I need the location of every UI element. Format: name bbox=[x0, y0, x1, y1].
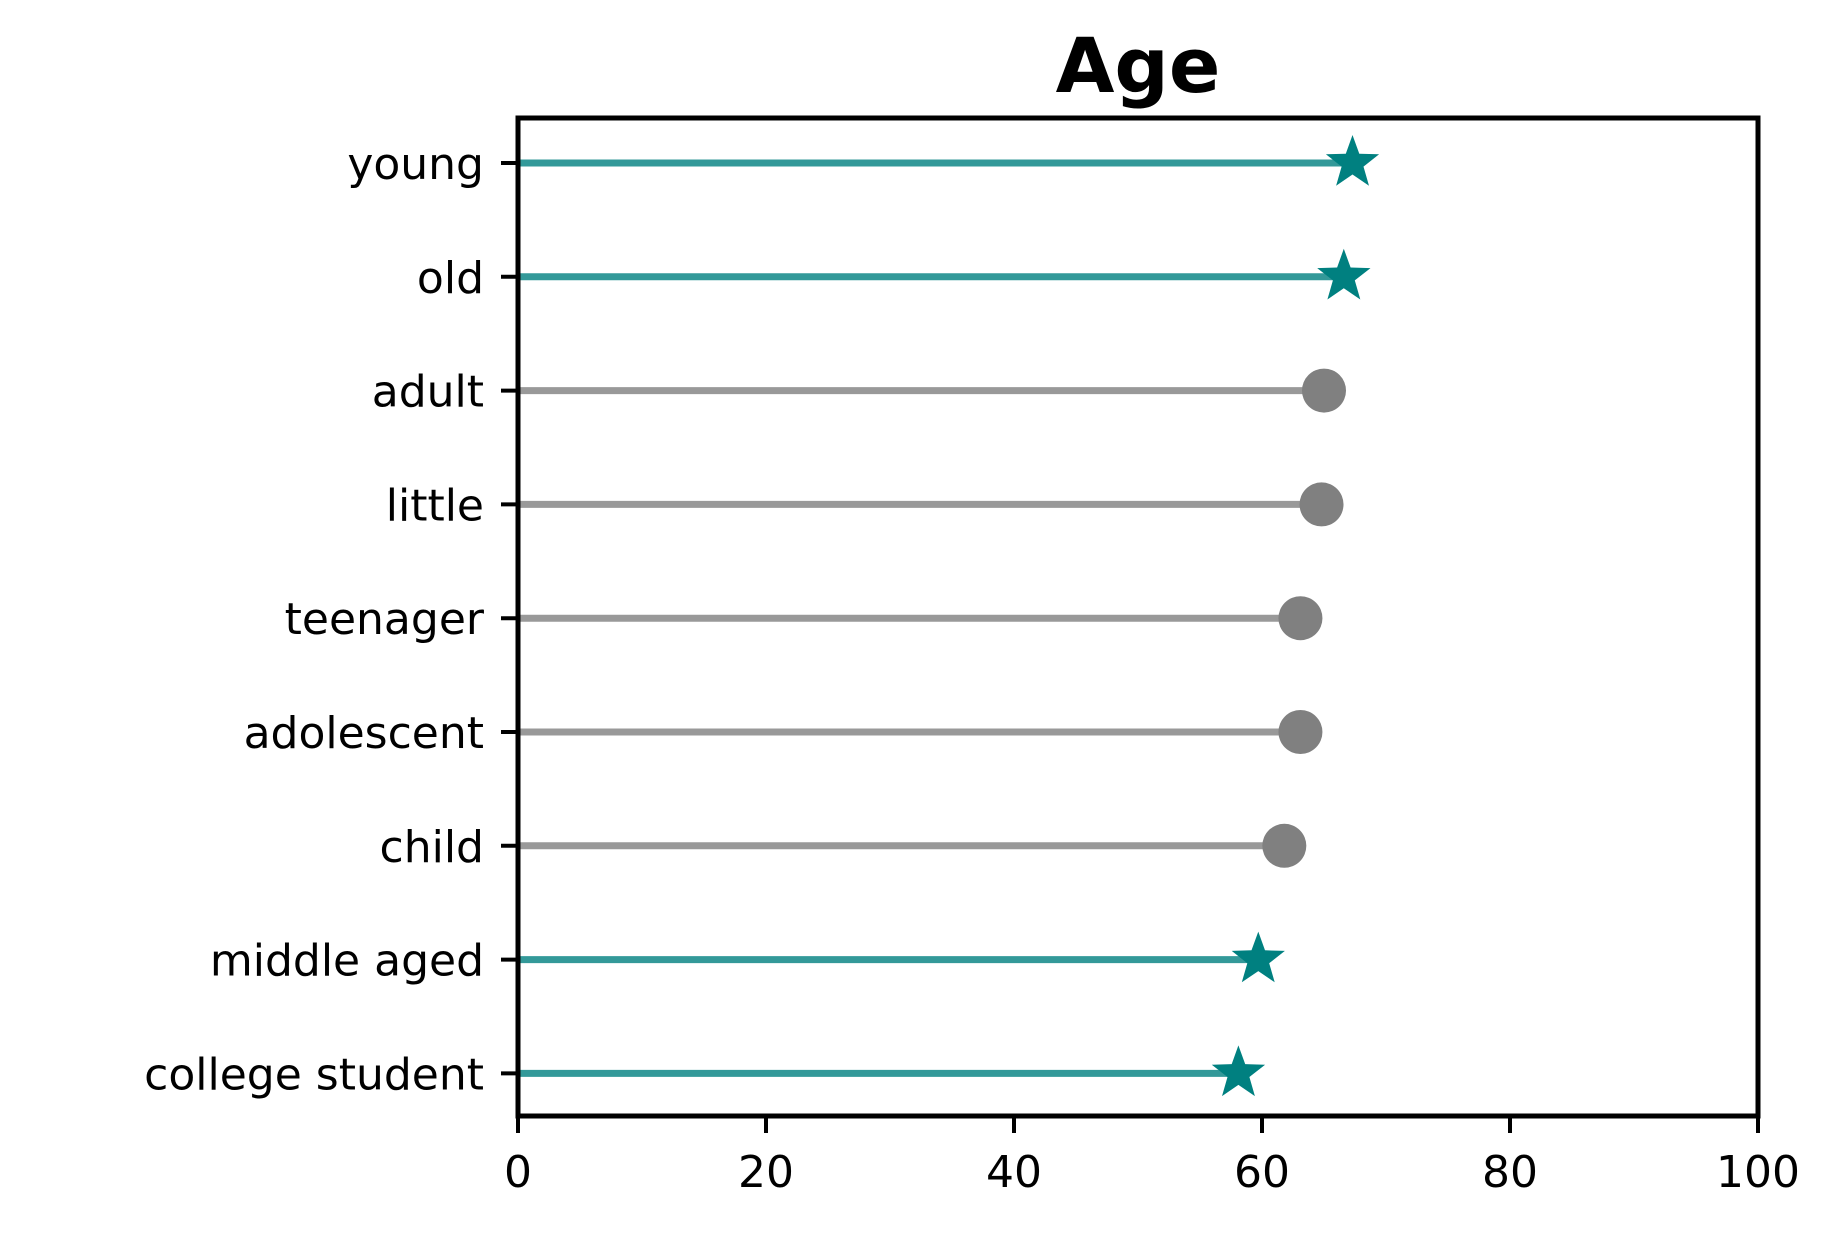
star-marker-7 bbox=[1231, 931, 1285, 983]
dot-marker-6 bbox=[1262, 823, 1307, 868]
dot-marker-3 bbox=[1299, 482, 1344, 527]
x-tick-label-2: 40 bbox=[986, 1147, 1042, 1198]
y-tick-label-7: middle aged bbox=[210, 936, 484, 987]
y-tick-label-2: adult bbox=[372, 367, 484, 418]
y-tick-label-5: adolescent bbox=[244, 708, 484, 759]
y-tick-label-6: child bbox=[380, 822, 484, 873]
y-tick-label-3: little bbox=[386, 480, 484, 531]
y-axis: young old adult little teenager adolescent chi… bbox=[144, 139, 518, 1100]
markers-layer bbox=[1211, 135, 1380, 1097]
y-tick-label-1: old bbox=[417, 253, 484, 304]
stems-layer bbox=[518, 159, 1353, 1077]
x-tick-label-0: 0 bbox=[504, 1147, 532, 1198]
y-tick-label-0: young bbox=[347, 139, 484, 190]
dot-marker-2 bbox=[1302, 368, 1346, 413]
x-axis: 0 20 40 60 80 100 bbox=[504, 1116, 1800, 1198]
star-marker-8 bbox=[1211, 1045, 1266, 1097]
x-tick-label-4: 80 bbox=[1482, 1147, 1538, 1198]
x-tick-label-1: 20 bbox=[738, 1147, 794, 1198]
star-marker-0 bbox=[1325, 135, 1380, 186]
y-tick-label-8: college student bbox=[144, 1049, 484, 1100]
y-tick-label-4: teenager bbox=[285, 594, 485, 645]
dot-marker-4 bbox=[1278, 596, 1323, 641]
x-tick-label-3: 60 bbox=[1234, 1147, 1290, 1198]
dot-marker-5 bbox=[1278, 710, 1323, 754]
star-marker-1 bbox=[1317, 248, 1371, 300]
chart-title: Age bbox=[1056, 21, 1221, 110]
x-tick-label-5: 100 bbox=[1716, 1147, 1800, 1198]
